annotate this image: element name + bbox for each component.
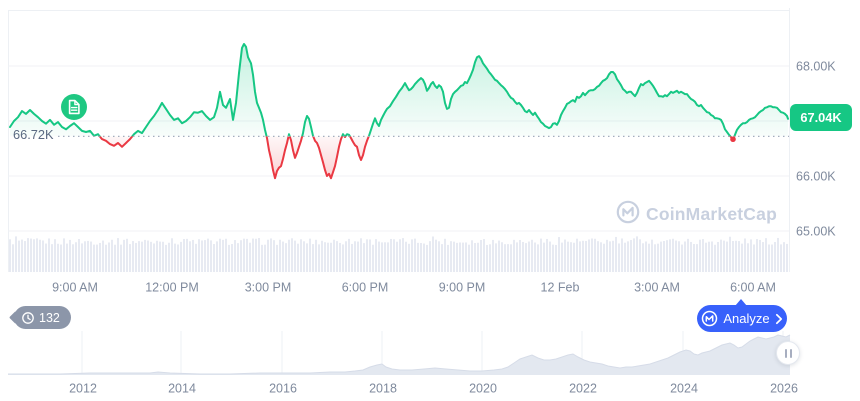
x-axis-tick[interactable]: 3:00 AM (634, 281, 680, 295)
navigator-outline (8, 334, 791, 375)
analyze-logo-icon (701, 310, 718, 327)
x-axis-tick[interactable]: 6:00 AM (730, 281, 776, 295)
low-point-marker (730, 136, 736, 143)
analyze-button[interactable]: Analyze (697, 299, 787, 332)
history-clock-icon (21, 311, 35, 325)
timeline-drag-handle[interactable] (776, 341, 800, 365)
x-axis-tick[interactable]: 9:00 PM (439, 281, 486, 295)
navigator-year-tick[interactable]: 2024 (670, 382, 698, 396)
history-count-badge[interactable]: 132 (14, 306, 71, 329)
price-line-up (9, 43, 789, 137)
navigator-year-tick[interactable]: 2022 (569, 382, 597, 396)
navigator-area[interactable] (8, 335, 790, 375)
volume-bars (9, 236, 788, 272)
y-axis-tick: 68.00K (796, 60, 836, 74)
navigator-year-tick[interactable]: 2016 (269, 382, 297, 396)
x-axis-tick[interactable]: 3:00 PM (245, 281, 292, 295)
analyze-label: Analyze (723, 311, 770, 326)
last-price-badge: 67.04K (790, 104, 852, 131)
baseline-price-label: 66.72K (13, 127, 54, 142)
x-axis-tick[interactable]: 12:00 PM (145, 281, 199, 295)
navigator-year-tick[interactable]: 2014 (168, 382, 196, 396)
document-icon (68, 99, 80, 115)
watermark-text: CoinMarketCap (646, 204, 777, 224)
y-axis-tick: 66.00K (796, 170, 836, 184)
navigator-year-tick[interactable]: 2012 (69, 382, 97, 396)
navigator-year-tick[interactable]: 2020 (469, 382, 497, 396)
handle-grip-icon (789, 348, 792, 358)
watermark: CoinMarketCap (616, 200, 777, 229)
navigator-year-tick[interactable]: 2018 (369, 382, 397, 396)
history-count: 132 (39, 310, 60, 325)
navigator-year-tick[interactable]: 2026 (770, 382, 798, 396)
x-axis-tick[interactable]: 6:00 PM (342, 281, 389, 295)
note-annotation-marker[interactable] (60, 93, 88, 121)
handle-grip-icon (784, 348, 787, 358)
x-axis-tick[interactable]: 12 Feb (541, 281, 580, 295)
chevron-right-icon (775, 313, 783, 325)
x-axis-tick[interactable]: 9:00 AM (52, 281, 98, 295)
timeline-navigator[interactable]: 2012 2014 2016 2018 2020 2022 2024 2026 (8, 331, 798, 396)
coinmarketcap-logo-icon (616, 200, 640, 229)
y-axis-tick: 65.00K (796, 225, 836, 239)
price-series (9, 43, 789, 180)
